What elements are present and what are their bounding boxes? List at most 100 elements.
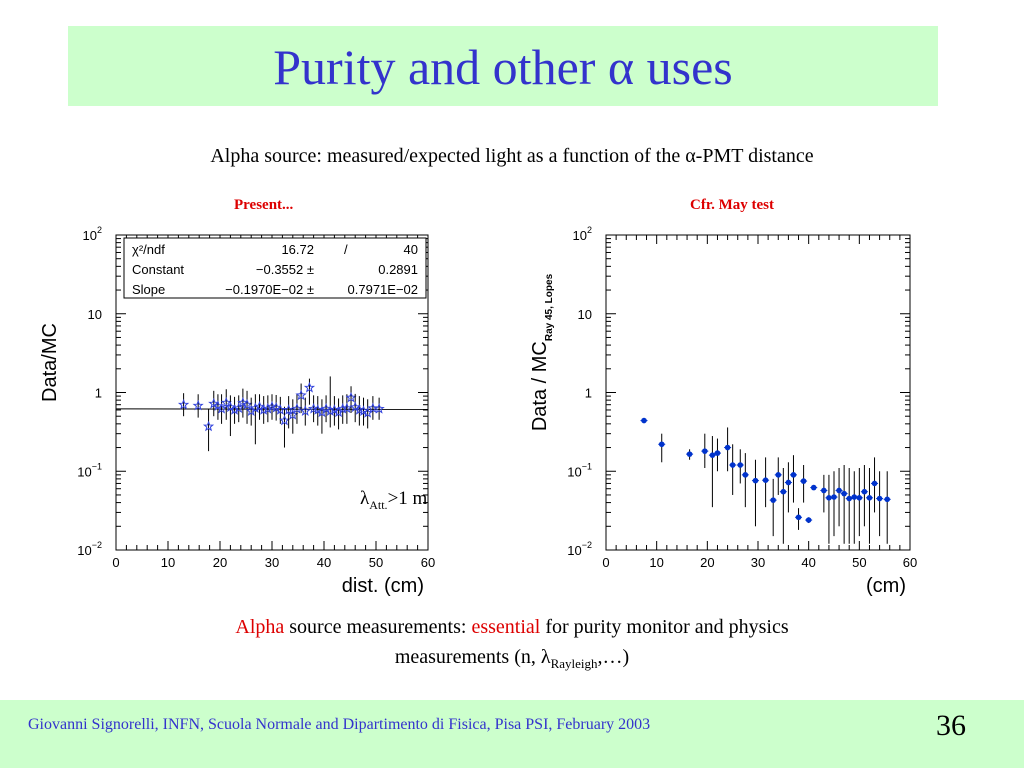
star-marker: [367, 402, 379, 414]
data-point: [341, 394, 353, 424]
footer-band: [0, 700, 1024, 768]
star-marker: [241, 398, 253, 410]
y-tick-base: 10: [88, 307, 102, 322]
stats-value: 16.72: [281, 242, 314, 257]
stats-separator: /: [344, 242, 348, 257]
y-tick-exponent: −2: [582, 540, 592, 550]
data-point: [278, 406, 291, 448]
star-marker: [177, 398, 190, 410]
stats-value: −0.3552 ±: [256, 262, 314, 277]
x-tick-label: 10: [161, 555, 175, 570]
data-point: [871, 457, 879, 513]
star-marker: [303, 381, 316, 393]
star-marker: [220, 396, 232, 408]
y-tick-label: 1: [585, 386, 592, 401]
star-marker: [295, 389, 307, 401]
annotation-value: >1 m: [387, 488, 428, 509]
stats-box: [123, 237, 427, 299]
data-point: [825, 474, 833, 544]
slide-subtitle: Alpha source: measured/expected light as…: [210, 145, 814, 167]
data-point: [316, 399, 328, 434]
left-plot-label: Present...: [234, 197, 294, 213]
data-point: [220, 389, 232, 420]
footer-text: Giovanni Signorelli, INFN, Scuola Normal…: [28, 716, 651, 733]
data-point: [805, 517, 813, 524]
star-marker: [373, 402, 385, 414]
data-point: [262, 395, 274, 423]
data-point: [215, 394, 228, 424]
data-point: [762, 457, 770, 508]
data-point: [686, 449, 694, 460]
star-marker: [249, 402, 261, 414]
y-tick-base: 1: [95, 386, 102, 401]
data-point: [640, 417, 648, 424]
stats-label: χ²/ndf: [132, 242, 165, 257]
lambda-symbol: λ: [360, 488, 370, 509]
right-plot-label: Cfr. May test: [690, 197, 775, 213]
data-point: [345, 386, 357, 413]
y-tick-base: 10: [77, 543, 91, 558]
y-tick-label: 10−2: [567, 540, 592, 558]
star-marker: [312, 404, 324, 415]
y-tick-base: 10: [567, 543, 581, 558]
star-marker: [337, 402, 349, 414]
title-band: Purity and other α uses: [68, 26, 938, 106]
stats-error: 0.2891: [378, 262, 418, 277]
stats-label: Slope: [132, 282, 165, 297]
star-marker: [258, 404, 270, 415]
data-point: [291, 394, 303, 424]
x-tick-label: 30: [265, 555, 279, 570]
data-point: [810, 484, 818, 491]
data-point: [855, 467, 863, 537]
data-point: [860, 465, 868, 527]
data-point: [192, 394, 204, 418]
y-tick-label: 10−1: [567, 461, 592, 479]
star-marker: [328, 404, 341, 415]
ylabel-sub: Ray 45, Lopes: [544, 273, 555, 341]
x-tick-label: 60: [903, 555, 917, 570]
star-marker: [291, 402, 303, 414]
stats-value: −0.1970E−02 ±: [225, 282, 314, 297]
x-tick-label: 40: [801, 555, 815, 570]
y-tick-label: 102: [573, 225, 592, 243]
y-tick-label: 10: [578, 307, 592, 322]
y-tick-label: 1: [95, 386, 102, 401]
data-point: [820, 474, 828, 513]
left-plot: 0 10 20 30 40 50 60 10−2 10−1 1 10 102 dist. (cm) Dat…: [30, 215, 450, 605]
data-point: [287, 399, 299, 434]
data-point: [741, 453, 749, 508]
x-tick-label: 20: [213, 555, 227, 570]
data-point: [337, 395, 349, 424]
star-marker: [270, 401, 282, 413]
x-tick-label: 50: [369, 555, 383, 570]
summary-rayleigh: Rayleigh: [550, 656, 598, 671]
data-point: [177, 393, 190, 417]
star-marker: [262, 402, 274, 414]
summary-line2b: ,…): [597, 646, 630, 668]
x-tick-label: 20: [700, 555, 714, 570]
x-tick-label: 0: [112, 555, 119, 570]
y-tick-label: 102: [83, 225, 102, 243]
right-plot-ylabel: Data / MCRay 45, Lopes: [529, 273, 555, 431]
right-plot: 0 10 20 30 40 50 60 10−2 10−1 1 10 102 (cm) Data / MC…: [520, 215, 940, 605]
data-point: [367, 396, 379, 420]
y-tick-base: 10: [573, 228, 587, 243]
ylabel-main: Data / MC: [529, 341, 551, 431]
data-point: [249, 394, 261, 445]
y-tick-exponent: −2: [92, 540, 102, 550]
data-point: [373, 397, 385, 420]
data-point: [850, 471, 858, 544]
y-tick-exponent: 2: [97, 225, 102, 235]
summary-essential: essential: [471, 616, 541, 638]
x-tick-label: 40: [317, 555, 331, 570]
y-tick-base: 10: [578, 307, 592, 322]
star-marker: [345, 391, 357, 403]
data-point: [270, 394, 282, 421]
star-marker: [278, 414, 291, 426]
slide-title: Purity and other α uses: [273, 39, 733, 95]
data-point: [303, 378, 316, 405]
data-point: [840, 465, 848, 544]
data-point: [835, 467, 843, 527]
data-point: [800, 465, 808, 503]
data-point: [724, 427, 732, 472]
